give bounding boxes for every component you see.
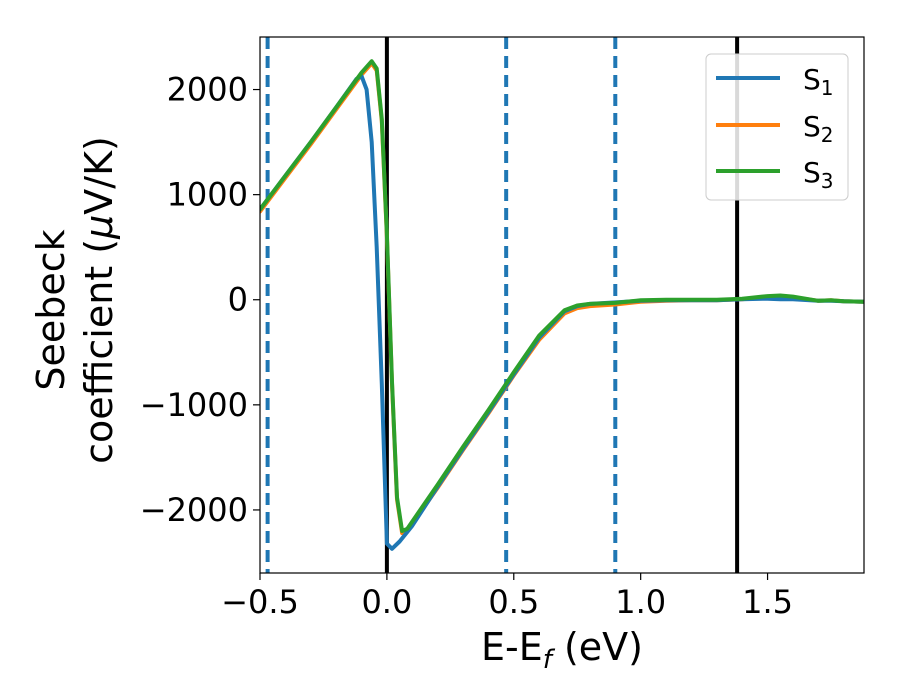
x-axis-label-unit: (eV) <box>552 625 643 669</box>
x-tick-label: −0.5 <box>221 583 299 621</box>
y-axis-label-prefix: coefficient ( <box>77 239 121 464</box>
plot-frame <box>259 36 865 574</box>
y-axis-ticks: 2000 1000 0 −1000 −2000 <box>140 71 260 529</box>
x-tick-label: 0.0 <box>361 583 412 621</box>
y-axis-label-line1: Seebeck <box>29 229 73 390</box>
legend-label-s2: S2 <box>803 110 834 147</box>
legend: S1 S2 S3 <box>705 53 849 201</box>
x-tick-label: 0.5 <box>488 583 539 621</box>
series-line-s3 <box>260 59 864 533</box>
y-tick-label: 2000 <box>167 71 248 109</box>
x-axis-ticks: −0.5 0.0 0.5 1.0 1.5 <box>221 573 793 621</box>
vertical-reference-lines <box>265 37 740 573</box>
y-axis-label-mu: μ <box>77 215 121 240</box>
y-axis-label-suffix: V/K) <box>77 136 121 215</box>
y-tick-label: 1000 <box>167 176 248 214</box>
y-tick-label: −2000 <box>140 491 248 529</box>
x-axis-label: E-Ef (eV) <box>481 625 643 675</box>
legend-label-s1: S1 <box>803 63 834 100</box>
series-lines <box>260 59 864 551</box>
x-axis-label-main: E-E <box>481 625 543 669</box>
y-axis-label-line2: coefficient (μV/K) <box>77 136 121 464</box>
y-tick-label: 0 <box>228 281 248 319</box>
legend-label-s3: S3 <box>803 156 834 193</box>
y-tick-label: −1000 <box>140 386 248 424</box>
x-tick-label: 1.0 <box>615 583 666 621</box>
x-tick-label: 1.5 <box>742 583 793 621</box>
